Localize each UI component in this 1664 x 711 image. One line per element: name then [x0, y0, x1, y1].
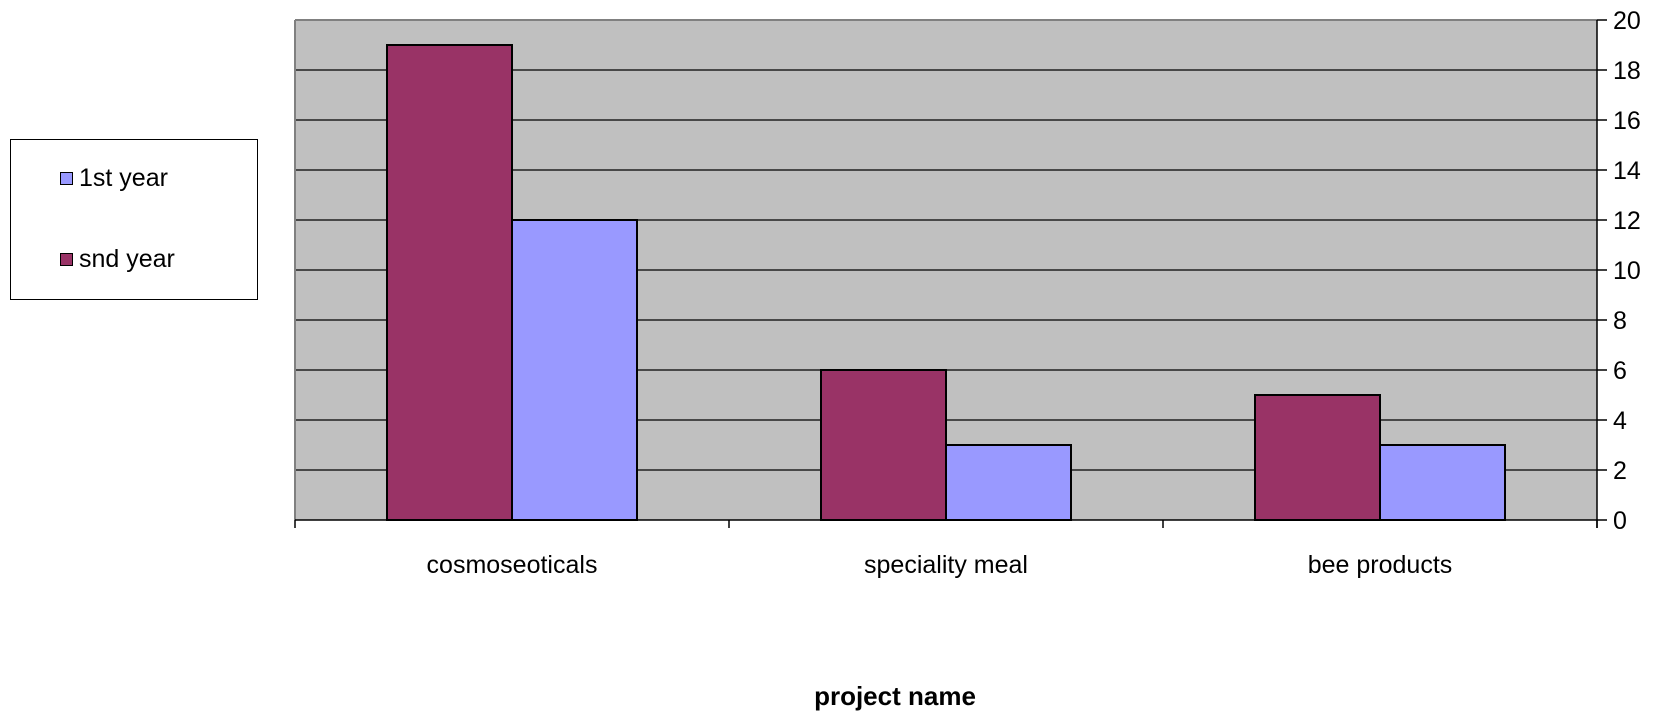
bar	[511, 219, 638, 521]
y-tick-label: 2	[1613, 457, 1627, 485]
y-tick-label: 6	[1613, 357, 1627, 385]
x-tick-label: bee products	[1308, 551, 1453, 579]
x-axis-title: project name	[814, 681, 976, 711]
bar	[1254, 394, 1381, 521]
y-tick-label: 4	[1613, 407, 1627, 435]
y-tick-label: 16	[1613, 107, 1641, 135]
y-tick-label: 18	[1613, 57, 1641, 85]
legend-swatch-1st-year	[60, 171, 73, 185]
y-tick-label: 8	[1613, 307, 1627, 335]
y-tick-label: 20	[1613, 7, 1641, 35]
y-tick-label: 14	[1613, 157, 1641, 185]
legend-label-1st-year: 1st year	[79, 163, 168, 192]
x-axis: cosmoseoticals speciality meal bee product…	[294, 519, 1598, 579]
y-tick-label: 10	[1613, 257, 1641, 285]
x-tick-label: cosmoseoticals	[427, 551, 598, 579]
legend-item-1st-year: 1st year	[60, 163, 168, 193]
legend-swatch-snd-year	[60, 252, 73, 266]
y-tick-label: 0	[1613, 507, 1627, 535]
y-tick-label: 12	[1613, 207, 1641, 235]
bars	[386, 44, 1506, 521]
bar	[945, 444, 1072, 521]
legend-label-snd-year: snd year	[79, 244, 175, 273]
x-tick-label: speciality meal	[864, 551, 1028, 579]
y-axis: 0 2 4 6 8 10 12 14 16 18 20	[1596, 7, 1641, 535]
legend-item-snd-year: snd year	[60, 244, 175, 274]
bar	[820, 369, 947, 521]
bar	[386, 44, 513, 521]
plot-frame	[294, 19, 1597, 520]
legend	[10, 139, 258, 300]
bar	[1379, 444, 1506, 521]
